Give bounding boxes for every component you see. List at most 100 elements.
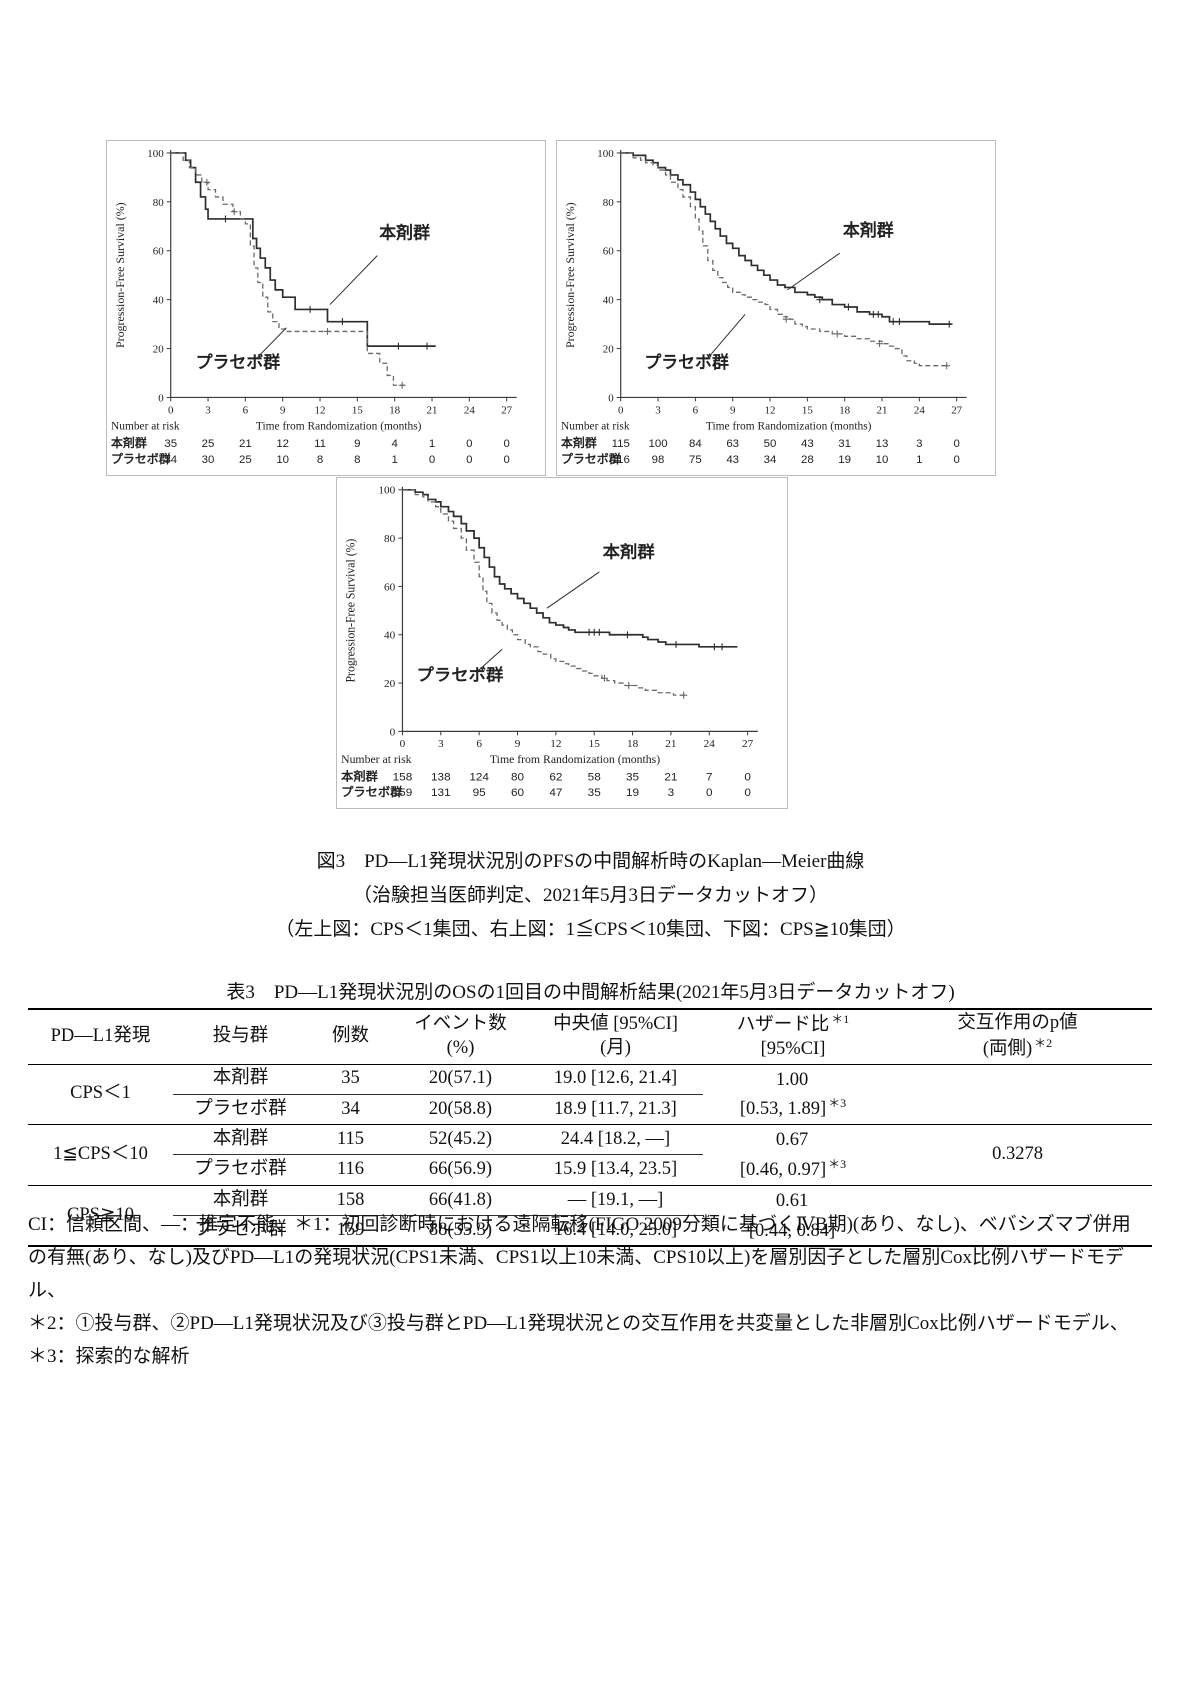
svg-text:10: 10 bbox=[876, 454, 889, 466]
svg-text:75: 75 bbox=[689, 454, 702, 466]
placebo-curve bbox=[402, 489, 688, 699]
placebo-censor-mark bbox=[625, 682, 633, 689]
col-header-events: イベント数 (%) bbox=[393, 1009, 528, 1065]
svg-text:60: 60 bbox=[511, 787, 524, 799]
svg-text:35: 35 bbox=[626, 772, 639, 784]
svg-text:28: 28 bbox=[801, 454, 814, 466]
svg-text:9: 9 bbox=[280, 404, 286, 416]
svg-text:62: 62 bbox=[549, 772, 562, 784]
svg-text:31: 31 bbox=[838, 438, 851, 450]
interaction-p-cell bbox=[883, 1064, 1152, 1125]
os-interim-table: PD―L1発現 投与群 例数 イベント数 (%) 中央値 [95%CI] (月) ハ… bbox=[28, 1008, 1152, 1248]
placebo-censor-mark bbox=[782, 315, 790, 323]
col-header-n: 例数 bbox=[308, 1009, 393, 1065]
n-cell: 35 bbox=[308, 1064, 393, 1095]
svg-text:21: 21 bbox=[665, 738, 676, 750]
svg-text:Time from Randomization (month: Time from Randomization (months) bbox=[706, 420, 872, 432]
svg-text:1: 1 bbox=[392, 454, 398, 466]
svg-text:プラセボ群: プラセボ群 bbox=[644, 352, 729, 372]
median-cell: 18.9 [11.7, 21.3] bbox=[554, 1098, 677, 1119]
figure-caption-line-3: （左上図：CPS＜1集団、右上図：1≦CPS＜10集団、下図：CPS≧10集団） bbox=[275, 919, 906, 940]
figure-caption-line-2: （治験担当医師判定、2021年5月3日データカットオフ） bbox=[352, 885, 828, 906]
svg-text:18: 18 bbox=[627, 738, 639, 750]
svg-text:Progression-Free Survival (%): Progression-Free Survival (%) bbox=[113, 202, 127, 348]
curve-label: 本剤群 bbox=[546, 542, 655, 609]
median-cell: 15.9 [13.4, 23.5] bbox=[553, 1159, 678, 1180]
events-cell: 66(41.8) bbox=[393, 1184, 528, 1217]
placebo-censor-mark bbox=[324, 327, 331, 335]
curve-label: 本剤群 bbox=[329, 223, 430, 305]
placebo-curve bbox=[170, 152, 406, 389]
svg-text:3: 3 bbox=[668, 787, 675, 799]
hazard-ratio-cell: 0.67 bbox=[703, 1124, 883, 1155]
svg-text:8: 8 bbox=[354, 454, 360, 466]
svg-text:4: 4 bbox=[392, 438, 399, 450]
svg-text:60: 60 bbox=[603, 246, 614, 258]
hazard-ratio-cell: [0.44, 0.84] bbox=[748, 1220, 836, 1241]
curve-label: 本剤群 bbox=[787, 220, 894, 291]
placebo-censor-mark bbox=[833, 330, 841, 338]
svg-text:12: 12 bbox=[315, 404, 326, 416]
treatment-curve bbox=[402, 488, 738, 651]
svg-text:19: 19 bbox=[626, 787, 639, 799]
km-chart-cps-1to10: 0 20 40 60 80 100 0 3 6 9 12 15 18 21 24 27 Progression-… bbox=[556, 140, 996, 476]
axes: 0 20 40 60 80 100 0 3 6 9 12 15 18 21 24 27 Progression-… bbox=[343, 485, 758, 766]
svg-text:84: 84 bbox=[689, 438, 702, 450]
treatment-censor-mark bbox=[945, 320, 953, 328]
svg-text:21: 21 bbox=[427, 404, 438, 416]
svg-text:本剤群: 本剤群 bbox=[341, 769, 378, 784]
arm-cell: 本剤群 bbox=[173, 1124, 308, 1156]
treatment-censor-mark bbox=[816, 296, 824, 304]
svg-text:40: 40 bbox=[384, 630, 396, 642]
svg-text:27: 27 bbox=[742, 738, 754, 750]
svg-text:40: 40 bbox=[603, 295, 614, 307]
svg-text:0: 0 bbox=[953, 454, 959, 466]
treatment-curve bbox=[170, 152, 436, 350]
svg-text:本剤群: 本剤群 bbox=[603, 542, 655, 562]
svg-text:159: 159 bbox=[393, 787, 413, 799]
svg-text:15: 15 bbox=[802, 404, 813, 416]
svg-text:9: 9 bbox=[515, 738, 521, 750]
arm-cell: プラセボ群 bbox=[194, 1219, 287, 1240]
treatment-censor-mark bbox=[423, 342, 431, 350]
svg-text:プラセボ群: プラセボ群 bbox=[341, 784, 402, 799]
svg-text:25: 25 bbox=[239, 454, 252, 466]
svg-text:80: 80 bbox=[153, 197, 164, 209]
col-header-hazard-ratio: ハザード比 ＊1 [95%CI] bbox=[703, 1009, 883, 1065]
svg-text:Progression-Free Survival (%): Progression-Free Survival (%) bbox=[343, 539, 357, 683]
hazard-ratio-cell: 1.00 bbox=[775, 1069, 809, 1090]
svg-text:9: 9 bbox=[730, 404, 736, 416]
svg-text:Number at risk: Number at risk bbox=[561, 420, 630, 432]
axes: 0 20 40 60 80 100 0 3 6 9 12 15 18 21 24 27 Progression-… bbox=[113, 148, 517, 432]
svg-text:0: 0 bbox=[390, 727, 396, 739]
svg-text:プラセボ群: プラセボ群 bbox=[111, 452, 171, 466]
figure-caption-line-1: 図3 PD―L1発現状況別のPFSの中間解析時のKaplan―Meier曲線 bbox=[316, 851, 865, 872]
median-cell: 24.4 [18.2, ―] bbox=[528, 1124, 703, 1156]
svg-text:20: 20 bbox=[384, 678, 396, 690]
svg-text:0: 0 bbox=[608, 392, 614, 404]
svg-text:34: 34 bbox=[764, 454, 777, 466]
svg-text:3: 3 bbox=[916, 438, 922, 450]
svg-text:6: 6 bbox=[243, 404, 249, 416]
treatment-censor-mark bbox=[844, 303, 852, 311]
svg-text:本剤群: 本剤群 bbox=[843, 220, 894, 240]
svg-text:12: 12 bbox=[276, 438, 289, 450]
km-chart-cps-lt1: 0 20 40 60 80 100 0 3 6 9 12 15 18 21 24 27 Progression-… bbox=[106, 140, 546, 476]
placebo-censor-mark bbox=[680, 691, 688, 699]
treatment-censor-mark bbox=[895, 318, 903, 326]
svg-text:80: 80 bbox=[384, 533, 396, 545]
svg-text:本剤群: 本剤群 bbox=[379, 223, 430, 243]
svg-text:プラセボ群: プラセボ群 bbox=[196, 352, 281, 372]
svg-text:0: 0 bbox=[744, 787, 751, 799]
km-chart-cps-ge10: 0 20 40 60 80 100 0 3 6 9 12 15 18 21 24 27 Progression-… bbox=[336, 477, 788, 809]
svg-text:0: 0 bbox=[953, 438, 959, 450]
svg-text:3: 3 bbox=[205, 404, 211, 416]
interaction-p-cell bbox=[883, 1184, 1152, 1247]
table-row: 1≦CPS＜10 本剤群 115 52(45.2) 24.4 [18.2, ―]… bbox=[28, 1124, 1152, 1186]
treatment-censor-mark bbox=[623, 631, 632, 639]
svg-text:47: 47 bbox=[549, 787, 562, 799]
svg-text:0: 0 bbox=[706, 787, 713, 799]
svg-text:27: 27 bbox=[501, 404, 512, 416]
footnote-line-2: の有無(あり、なし)及びPD―L1の発現状況(CPS1未満、CPS1以上10未満… bbox=[28, 1247, 1125, 1301]
